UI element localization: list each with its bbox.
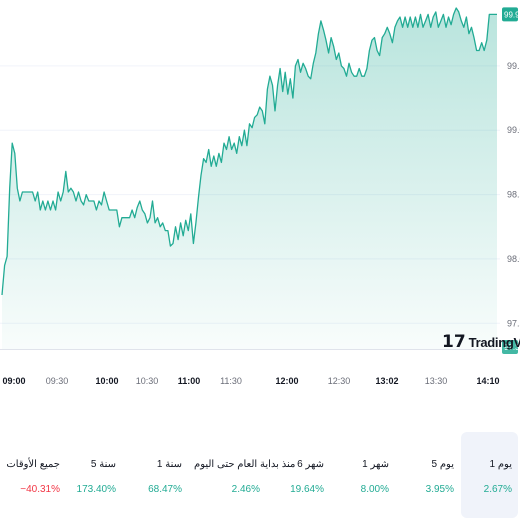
period-tab[interactable]: 1 شهر 8.00%: [337, 432, 395, 518]
period-change-value: 173.40%: [76, 484, 116, 495]
x-tick-label: 12:00: [275, 376, 298, 386]
price-axis[interactable]: 97.5 98.0 98.5 99.0 99.5 99.9 97.3: [502, 7, 520, 354]
period-label: 5 يوم: [431, 459, 454, 470]
x-tick-label: 09:00: [2, 376, 25, 386]
period-label: 1 شهر: [362, 459, 389, 470]
tradingview-logo[interactable]: 17 TradingView: [442, 331, 520, 353]
period-change-value: 19.64%: [290, 484, 324, 495]
y-tick-label: 99.5: [507, 61, 520, 71]
y-tick-label: 98.0: [507, 254, 520, 264]
period-tab[interactable]: منذ بداية العام حتى اليوم 2.46%: [194, 432, 296, 518]
period-change-value: 68.47%: [148, 484, 182, 495]
x-tick-label: 13:30: [425, 376, 448, 386]
x-tick-label: 12:30: [328, 376, 351, 386]
min-price-label: 97.3: [504, 343, 520, 352]
x-tick-label: 10:30: [136, 376, 159, 386]
period-tab[interactable]: 6 شهر 19.64%: [272, 432, 330, 518]
period-tab[interactable]: 1 يوم 2.67%: [461, 432, 518, 518]
period-change-value: −40.31%: [20, 484, 60, 495]
x-tick-label: 11:00: [178, 376, 201, 386]
time-axis[interactable]: 09:00 09:30 10:00 10:30 11:00 11:30 12:00 12:30…: [2, 376, 499, 386]
last-price-badge: [502, 7, 518, 22]
period-label: 1 سنة: [156, 459, 182, 470]
y-tick-label: 98.5: [507, 190, 520, 200]
period-change-value: 2.46%: [231, 484, 260, 495]
y-tick-label: 97.5: [507, 318, 520, 328]
period-tab[interactable]: 5 سنة 173.40%: [62, 432, 122, 518]
period-tab[interactable]: جميع الأوقات −40.31%: [2, 432, 66, 518]
y-tick-label: 99.0: [507, 125, 520, 135]
period-label: جميع الأوقات: [6, 459, 60, 470]
price-area-fill: [2, 8, 497, 349]
price-chart[interactable]: 97.5 98.0 98.5 99.0 99.5 99.9 97.3 09:00 09:30 1…: [0, 0, 520, 400]
x-tick-label: 14:10: [476, 376, 499, 386]
period-change-value: 3.95%: [425, 484, 454, 495]
period-tab[interactable]: 1 سنة 68.47%: [130, 432, 188, 518]
last-price-label: 99.9: [504, 10, 520, 19]
tradingview-wordmark: TradingView: [468, 334, 520, 350]
period-label: 1 يوم: [489, 459, 512, 470]
period-change-value: 2.67%: [483, 484, 512, 495]
period-label: منذ بداية العام حتى اليوم: [194, 459, 296, 470]
price-line: [1, 7, 497, 296]
period-performance-bar: 1 يوم 2.67% 5 يوم 3.95% 1 شهر 8.00% 6 شهر 19.64…: [0, 432, 520, 520]
period-tab[interactable]: 5 يوم 3.95%: [402, 432, 460, 518]
x-tick-label: 11:30: [220, 376, 242, 386]
period-change-value: 8.00%: [360, 484, 389, 495]
x-tick-label: 09:30: [46, 376, 69, 386]
min-price-badge: [502, 340, 518, 354]
period-label: 6 شهر: [297, 459, 324, 470]
x-tick-label: 10:00: [95, 376, 118, 386]
x-tick-label: 13:02: [375, 376, 398, 386]
tradingview-mark-icon: 17: [442, 332, 466, 352]
period-label: 5 سنة: [90, 459, 116, 470]
